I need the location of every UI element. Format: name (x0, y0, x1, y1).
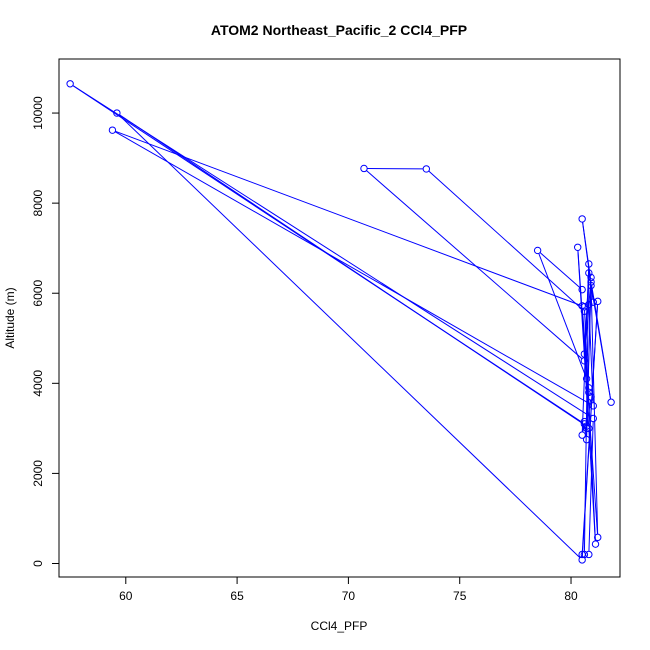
data-point (66, 80, 74, 88)
series-line-segment (586, 381, 589, 390)
data-point (580, 357, 589, 365)
x-tick-label: 70 (342, 589, 356, 603)
y-tick-label: 10000 (31, 96, 45, 130)
data-point (533, 246, 542, 255)
series-line-segment (539, 252, 581, 288)
chart-title: ATOM2 Northeast_Pacific_2 CCl4_PFP (211, 22, 467, 38)
data-point (582, 435, 591, 444)
data-point (578, 285, 586, 294)
data-point (574, 243, 582, 251)
x-tick-label: 80 (564, 589, 578, 603)
data-point (587, 281, 595, 290)
data-point (585, 550, 593, 559)
x-axis-label: CCl4_PFP (311, 619, 368, 633)
y-tick-label: 2000 (31, 460, 45, 487)
series-line-segment (114, 131, 591, 405)
data-point (582, 375, 591, 383)
x-axis: 60 65 70 75 80 (119, 576, 578, 603)
data-point (591, 540, 600, 548)
data-point (585, 260, 593, 268)
data-point (587, 273, 595, 282)
data-point (578, 215, 586, 223)
series-line-segment (115, 130, 582, 307)
y-tick-label: 4000 (31, 370, 45, 397)
data-point (607, 398, 615, 406)
series-line-segment (588, 431, 596, 541)
data-point (580, 420, 589, 428)
y-axis: 0 2000 4000 6000 8000 10000 (31, 96, 60, 567)
data-point (113, 109, 121, 117)
series-line-segment (72, 85, 591, 418)
y-tick-label: 0 (31, 560, 45, 567)
y-tick-label: 6000 (31, 280, 45, 307)
x-tick-label: 75 (453, 589, 467, 603)
data-point (582, 424, 591, 433)
data-point (582, 422, 591, 430)
series-line-segment (591, 285, 612, 400)
data-point (108, 126, 117, 134)
data-point (589, 402, 597, 410)
y-tick-label: 8000 (31, 189, 45, 216)
data-point (587, 278, 595, 286)
series-line-segment (584, 280, 592, 358)
data-point (360, 164, 368, 173)
series-layer (66, 80, 615, 564)
series-line-segment (428, 170, 583, 310)
series-line-segment (538, 253, 586, 376)
data-point (585, 269, 593, 277)
data-point (594, 297, 602, 306)
x-tick-label: 60 (119, 589, 133, 603)
data-point (578, 431, 586, 439)
series-line-segment (586, 280, 592, 437)
data-point (578, 302, 586, 310)
data-point (589, 414, 597, 423)
series-line-segment (118, 114, 581, 559)
data-point (580, 417, 589, 426)
series-line-segment (366, 170, 583, 360)
data-point (589, 298, 597, 306)
series-line-segment (72, 85, 582, 423)
data-point (585, 424, 593, 433)
data-point (594, 533, 602, 542)
series-line-segment (590, 288, 599, 535)
data-point (585, 300, 593, 309)
data-point (587, 393, 595, 401)
data-point (578, 556, 586, 564)
x-tick-label: 65 (230, 589, 244, 603)
data-point (422, 165, 431, 173)
series-line-segment (588, 421, 594, 552)
data-point (585, 384, 593, 392)
y-axis-label: Altitude (m) (3, 287, 17, 348)
data-point (585, 388, 593, 397)
